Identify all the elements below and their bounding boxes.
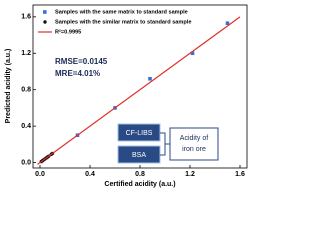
- legend-label: Samples with the same matrix to standard…: [55, 9, 188, 15]
- x-tick-label: 0.0: [35, 171, 45, 178]
- y-axis-title: Predicted acidity (a.u.): [5, 49, 12, 124]
- method-label: CF-LIBS: [126, 130, 153, 137]
- x-tick-label: 1.6: [235, 171, 245, 178]
- legend-label: R²=0.9995: [55, 28, 81, 35]
- x-tick-label: 0.4: [85, 171, 95, 178]
- annotation: RMSE=0.0145: [55, 57, 108, 66]
- y-tick-label: 1.2: [21, 50, 31, 57]
- target-label: Acidity of iron ore: [180, 135, 208, 153]
- inset: CF-LIBS BSA Acidity of iron ore: [117, 123, 219, 164]
- y-tick-label: 0.0: [21, 159, 31, 166]
- point: [148, 76, 152, 81]
- legend-label: Samples with the similar matrix to stand…: [55, 19, 191, 25]
- x-tick-label: 0.8: [135, 171, 145, 178]
- y-tick-label: 1.6: [21, 14, 31, 21]
- point: [190, 51, 195, 56]
- x-axis-title: Certified acidity (a.u.): [104, 181, 175, 188]
- x-tick-label: 1.2: [185, 171, 195, 178]
- legend-marker: [43, 10, 47, 14]
- legend-marker: [43, 20, 47, 24]
- method-label: BSA: [132, 152, 146, 159]
- bracket: [160, 132, 170, 156]
- point: [225, 21, 230, 26]
- fit-line: [37, 16, 241, 165]
- y-tick-label: 0.8: [21, 87, 31, 94]
- chart: Predicted acidity (a.u.) Certified acidi…: [5, 4, 248, 188]
- annotation: MRE=4.01%: [55, 69, 100, 78]
- y-tick-label: 0.4: [21, 123, 31, 130]
- target-box: [169, 127, 219, 161]
